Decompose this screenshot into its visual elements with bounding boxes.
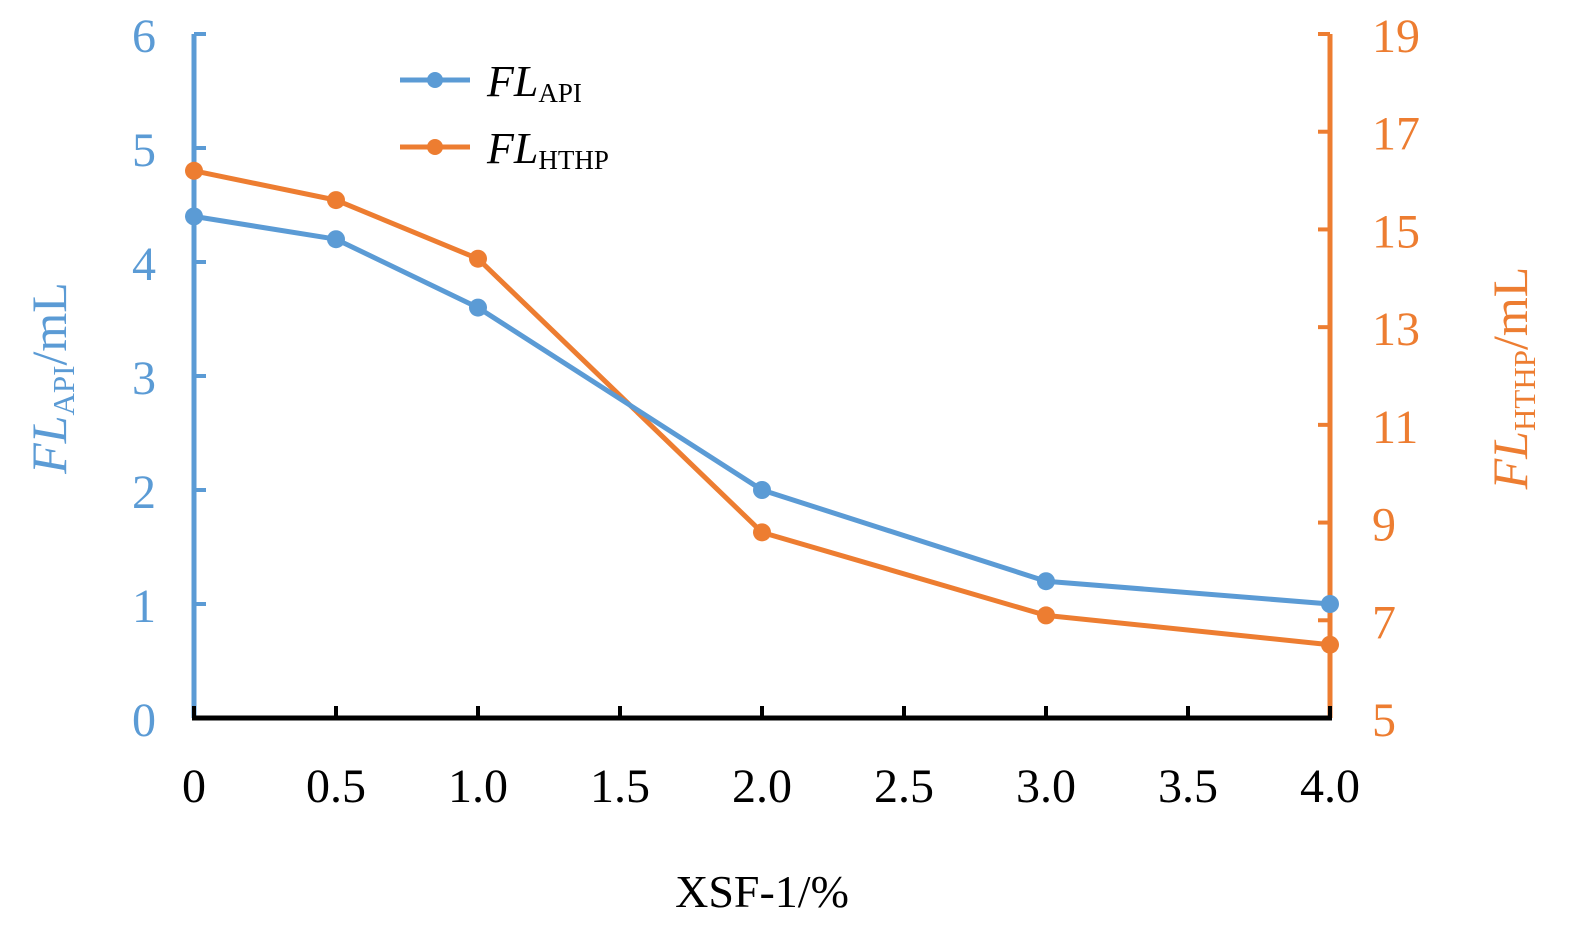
data-point bbox=[185, 207, 203, 226]
series-api bbox=[185, 207, 1339, 613]
data-point bbox=[185, 161, 203, 180]
legend-label-hthp: FLHTHP bbox=[486, 124, 609, 175]
x-axis-tick-label: 1.0 bbox=[448, 760, 508, 813]
y-axis-left-tick-label: 3 bbox=[132, 352, 156, 405]
x-axis-tick-label: 2.0 bbox=[732, 760, 792, 813]
y-axis-left-tick-label: 4 bbox=[132, 238, 156, 291]
data-point bbox=[469, 298, 487, 317]
y-axis-right-tick-label: 13 bbox=[1372, 303, 1420, 356]
legend-label-api: FLAPI bbox=[486, 57, 582, 108]
data-point bbox=[1037, 606, 1055, 625]
y-axis-right-tick-label: 7 bbox=[1372, 596, 1396, 649]
axes: 0 1 2 3 4 5 6 5 7 9 11 13 15 17 19 0 0.5 1.0 1.5 2.0 2.5 3.0 3… bbox=[132, 10, 1420, 813]
x-axis-tick-label: 3.0 bbox=[1016, 760, 1076, 813]
y-axis-right-tick-label: 17 bbox=[1372, 108, 1420, 161]
data-point bbox=[1321, 635, 1339, 654]
x-axis-tick-label: 3.5 bbox=[1158, 760, 1218, 813]
y-axis-right-tick-label: 19 bbox=[1372, 10, 1420, 63]
y-axis-right-tick-label: 9 bbox=[1372, 499, 1396, 552]
legend-marker-api bbox=[427, 72, 443, 88]
data-point bbox=[327, 191, 345, 210]
y-axis-left-tick-label: 6 bbox=[132, 10, 156, 63]
y-axis-right-tick-label: 5 bbox=[1372, 694, 1396, 747]
legend-marker-hthp bbox=[427, 139, 443, 155]
data-point bbox=[753, 481, 771, 499]
x-axis-tick-label: 4.0 bbox=[1300, 760, 1360, 813]
x-axis-tick-label: 0 bbox=[182, 760, 206, 813]
y-axis-right-title: FLHTHP/mL bbox=[1482, 267, 1542, 491]
y-axis-left-tick-label: 5 bbox=[132, 124, 156, 177]
series-line bbox=[193, 213, 1331, 607]
data-point bbox=[753, 523, 771, 542]
legend: FLAPI FLHTHP bbox=[400, 57, 609, 175]
y-axis-right-tick-label: 15 bbox=[1372, 205, 1420, 258]
x-axis-title: XSF-1/% bbox=[675, 866, 849, 917]
y-axis-left-tick-label: 1 bbox=[132, 580, 156, 633]
y-axis-left-tick-label: 2 bbox=[132, 466, 156, 519]
x-axis-tick-label: 1.5 bbox=[590, 760, 650, 813]
x-axis-tick-label: 0.5 bbox=[306, 760, 366, 813]
series-layer bbox=[185, 161, 1339, 654]
data-point bbox=[1321, 595, 1339, 613]
y-axis-right-tick-label: 11 bbox=[1372, 401, 1418, 454]
legend-item-hthp: FLHTHP bbox=[400, 124, 609, 175]
legend-item-api: FLAPI bbox=[400, 57, 582, 108]
data-point bbox=[327, 230, 345, 249]
data-point bbox=[1037, 572, 1055, 591]
series-hthp bbox=[185, 161, 1339, 654]
y-axis-left-title: FLAPI/mL bbox=[21, 282, 81, 475]
data-point bbox=[469, 249, 487, 268]
y-axis-left-tick-label: 0 bbox=[132, 694, 156, 747]
x-axis-tick-label: 2.5 bbox=[874, 760, 934, 813]
series-line bbox=[193, 168, 1331, 648]
